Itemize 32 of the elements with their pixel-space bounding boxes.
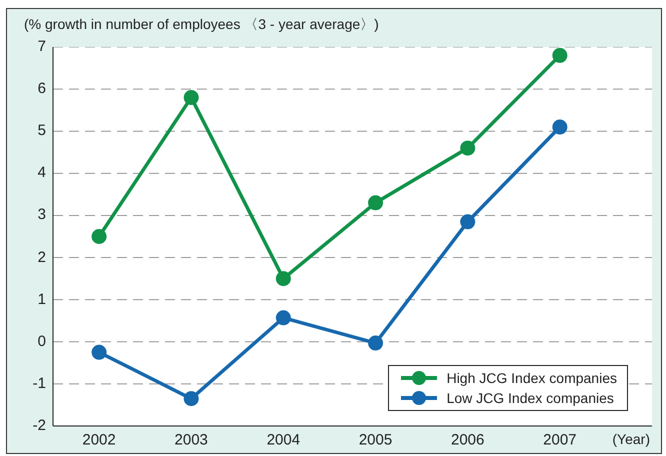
point: [368, 336, 384, 351]
x-tick-label: 2003: [174, 432, 208, 449]
y-tick-label: -1: [32, 374, 46, 392]
legend-label: Low JCG Index companies: [446, 390, 614, 406]
x-tick-label: 2002: [82, 432, 116, 449]
y-tick-label: 7: [36, 38, 46, 55]
point: [460, 140, 476, 156]
point: [276, 310, 291, 326]
point: [184, 391, 199, 406]
legend-label: High JCG Index companies: [446, 370, 617, 386]
point: [552, 120, 568, 135]
point: [92, 344, 107, 360]
point: [92, 229, 107, 244]
y-tick-label: 2: [36, 248, 46, 266]
point: [460, 214, 476, 230]
point: [368, 195, 384, 210]
y-axis-title: (% growth in number of employees 〈3 - year average〉): [24, 16, 379, 34]
y-tick-label: 3: [36, 206, 46, 224]
x-axis-title: (Year): [612, 431, 650, 447]
y-tick-label: 0: [36, 332, 46, 350]
x-tick-label: 2005: [358, 432, 392, 449]
y-tick-label: 5: [36, 122, 46, 140]
x-tick-label: 2007: [543, 432, 577, 449]
x-tick-label: 2004: [266, 432, 300, 449]
y-tick-label: -2: [32, 417, 46, 434]
y-tick-label: 6: [36, 80, 46, 98]
point: [552, 48, 568, 63]
y-tick-label: 1: [36, 290, 46, 308]
y-tick-label: 4: [36, 164, 46, 182]
point: [184, 90, 199, 106]
point: [276, 271, 291, 286]
x-tick-label: 2006: [451, 432, 484, 449]
